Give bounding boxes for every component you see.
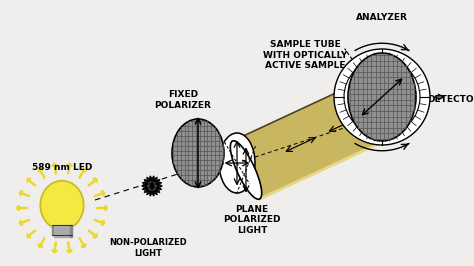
Polygon shape <box>54 225 70 236</box>
Text: PLANE
POLARIZED
LIGHT: PLANE POLARIZED LIGHT <box>223 205 281 235</box>
Text: SAMPLE TUBE
WITH OPTICALLY
ACTIVE SAMPLE: SAMPLE TUBE WITH OPTICALLY ACTIVE SAMPLE <box>263 40 347 70</box>
Text: NON-POLARIZED
LIGHT: NON-POLARIZED LIGHT <box>109 238 187 258</box>
Ellipse shape <box>219 133 255 193</box>
Polygon shape <box>70 225 72 236</box>
Ellipse shape <box>374 74 406 132</box>
Text: ANALYZER: ANALYZER <box>356 14 408 23</box>
Polygon shape <box>52 225 54 235</box>
Ellipse shape <box>40 181 84 230</box>
Text: DETECTOR: DETECTOR <box>427 95 474 105</box>
Text: 589 nm LED: 589 nm LED <box>32 164 92 172</box>
Ellipse shape <box>172 119 224 187</box>
Ellipse shape <box>230 141 262 199</box>
Ellipse shape <box>348 53 416 141</box>
Circle shape <box>344 59 420 135</box>
Text: FIXED
POLARIZER: FIXED POLARIZER <box>155 90 211 110</box>
Circle shape <box>334 49 430 145</box>
Polygon shape <box>233 74 403 199</box>
